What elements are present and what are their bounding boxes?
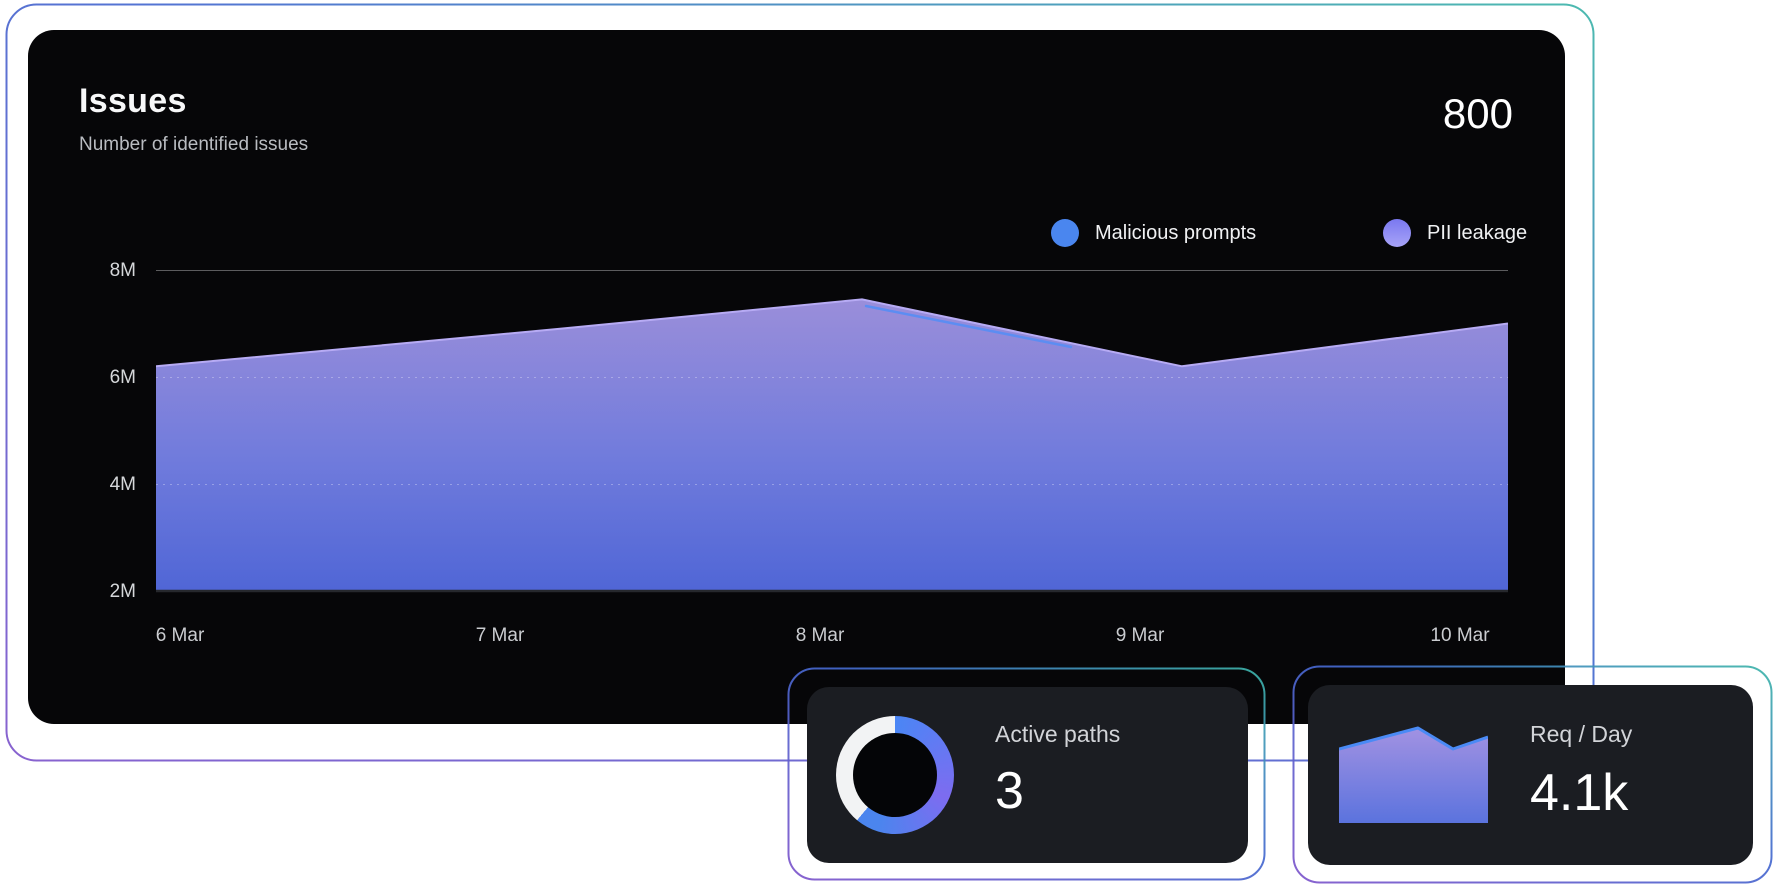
issues-total-value: 800 — [1442, 90, 1513, 137]
req-day-mini-chart — [1339, 726, 1488, 823]
req-day-value: 4.1k — [1530, 764, 1629, 822]
req-day-label: Req / Day — [1530, 721, 1633, 747]
issues-card: Issues Number of identified issues 800 M… — [28, 30, 1565, 724]
y-axis-tick-8m: 8M — [109, 260, 136, 281]
legend-item-malicious-prompts[interactable]: Malicious prompts — [1051, 218, 1256, 248]
x-axis-tick-6mar: 6 Mar — [155, 625, 205, 646]
issues-area-chart[interactable] — [156, 270, 1508, 600]
active-paths-value: 3 — [995, 762, 1024, 820]
page-title: Issues — [79, 82, 187, 120]
legend-label-pii-leakage: PII leakage — [1427, 221, 1528, 244]
x-axis-tick-9mar: 9 Mar — [1115, 625, 1165, 646]
y-axis-tick-4m: 4M — [109, 474, 136, 495]
y-axis-tick-6m: 6M — [109, 367, 136, 388]
legend-label-malicious-prompts: Malicious prompts — [1095, 221, 1257, 244]
active-paths-label: Active paths — [995, 721, 1121, 747]
area-fill — [156, 299, 1508, 591]
x-axis-tick-8mar: 8 Mar — [795, 625, 845, 646]
card-subtitle: Number of identified issues — [79, 134, 309, 155]
y-axis-tick-2m: 2M — [109, 581, 136, 602]
active-paths-donut-chart — [836, 716, 954, 834]
req-day-card[interactable]: Req / Day 4.1k — [1308, 685, 1753, 865]
legend-dot-purple-icon — [1383, 219, 1411, 247]
legend-dot-blue-icon — [1051, 219, 1079, 247]
x-axis-tick-7mar: 7 Mar — [475, 625, 525, 646]
x-axis-tick-10mar: 10 Mar — [1430, 625, 1490, 646]
legend-item-pii-leakage[interactable]: PII leakage — [1383, 218, 1527, 248]
active-paths-card[interactable]: Active paths 3 — [807, 687, 1248, 863]
